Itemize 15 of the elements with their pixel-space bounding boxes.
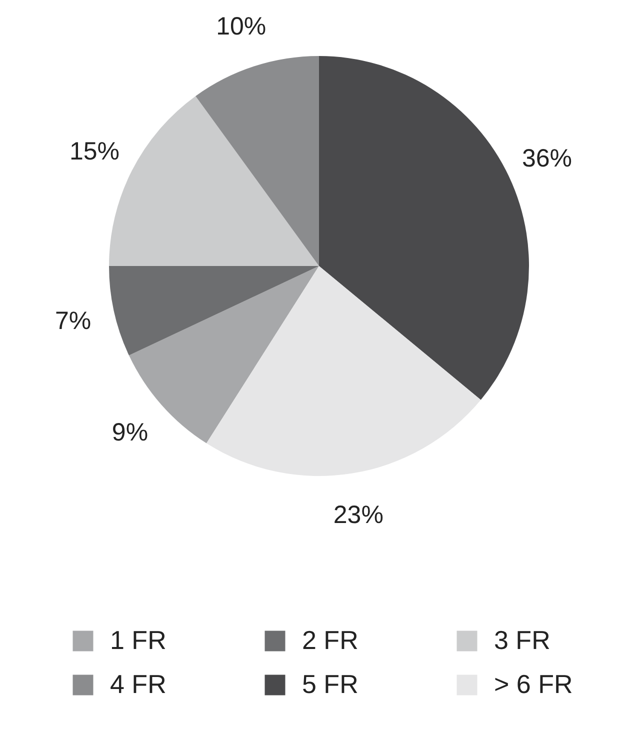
pie-slice [206, 266, 481, 476]
legend-label: 5 FR [302, 669, 358, 699]
legend-label: 2 FR [302, 625, 358, 655]
data-label: 10% [216, 12, 266, 40]
legend-label: 4 FR [110, 669, 166, 699]
legend-label: 1 FR [110, 625, 166, 655]
data-label: 15% [69, 138, 120, 166]
data-label: 36% [522, 144, 572, 173]
pie-slice [109, 266, 319, 356]
data-label: 7% [55, 306, 92, 335]
pie-slice [196, 56, 319, 266]
data-label: 9% [112, 418, 148, 447]
legend-label: > 6 FR [494, 669, 573, 699]
data-label: 23% [333, 500, 384, 529]
legend-label: 3 FR [494, 625, 550, 655]
